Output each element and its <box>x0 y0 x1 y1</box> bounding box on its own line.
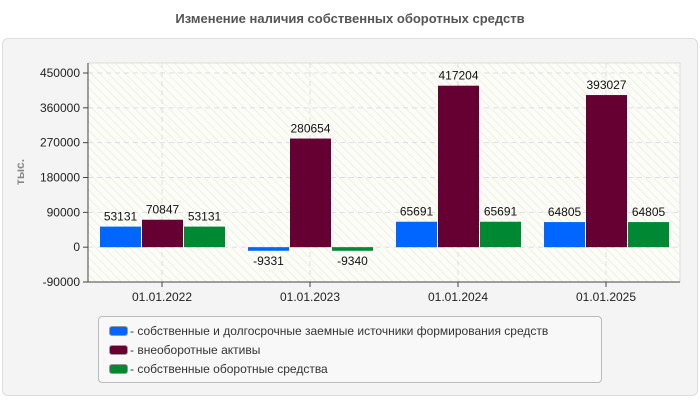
bar <box>438 85 479 248</box>
legend-label: - внеоборотные активы <box>130 343 261 357</box>
data-label: 280654 <box>290 122 330 136</box>
legend-item: - внеоборотные активы <box>109 343 260 357</box>
data-label: 65691 <box>400 205 434 219</box>
bar <box>100 226 141 248</box>
data-label: 70847 <box>146 203 180 217</box>
legend-label: - собственные оборотные средства <box>130 362 328 376</box>
legend-swatch <box>109 364 128 374</box>
data-label: 53131 <box>188 210 222 224</box>
bar <box>396 221 437 248</box>
y-tick-label: 360000 <box>40 101 80 115</box>
data-label: 417204 <box>438 69 478 83</box>
legend-label: - собственные и долгосрочные заемные ист… <box>130 324 549 338</box>
bar <box>290 138 331 248</box>
bar <box>332 247 373 251</box>
y-tick-label: 270000 <box>40 136 80 150</box>
bar <box>480 221 521 248</box>
legend-swatch <box>109 326 128 336</box>
data-label: 64805 <box>632 205 666 219</box>
data-label: 393027 <box>586 78 626 92</box>
legend-swatch <box>109 345 128 355</box>
x-tick-label: 01.01.2022 <box>132 290 192 304</box>
bar <box>628 222 669 248</box>
bar <box>248 247 289 251</box>
y-axis-label: тыс. <box>13 159 27 185</box>
data-label: 65691 <box>484 205 518 219</box>
bar <box>184 226 225 248</box>
data-label: 64805 <box>548 205 582 219</box>
y-tick-label: 450000 <box>40 66 80 80</box>
data-label: -9331 <box>253 254 284 268</box>
legend-item: - собственные и долгосрочные заемные ист… <box>109 324 548 338</box>
data-label: -9340 <box>337 254 368 268</box>
x-tick-label: 01.01.2024 <box>428 290 488 304</box>
y-tick-label: 90000 <box>47 205 81 219</box>
y-tick-label: 0 <box>73 240 80 254</box>
legend: - собственные и долгосрочные заемные ист… <box>98 316 602 383</box>
legend-item: - собственные оборотные средства <box>109 362 328 376</box>
y-tick-label: -90000 <box>43 275 81 289</box>
y-tick-label: 180000 <box>40 171 80 185</box>
x-tick-label: 01.01.2025 <box>576 290 636 304</box>
bar <box>142 219 183 248</box>
x-tick-label: 01.01.2023 <box>280 290 340 304</box>
bar <box>544 222 585 248</box>
chart-title: Изменение наличия собственных оборотных … <box>175 11 525 26</box>
data-label: 53131 <box>104 210 138 224</box>
bar <box>586 95 627 248</box>
